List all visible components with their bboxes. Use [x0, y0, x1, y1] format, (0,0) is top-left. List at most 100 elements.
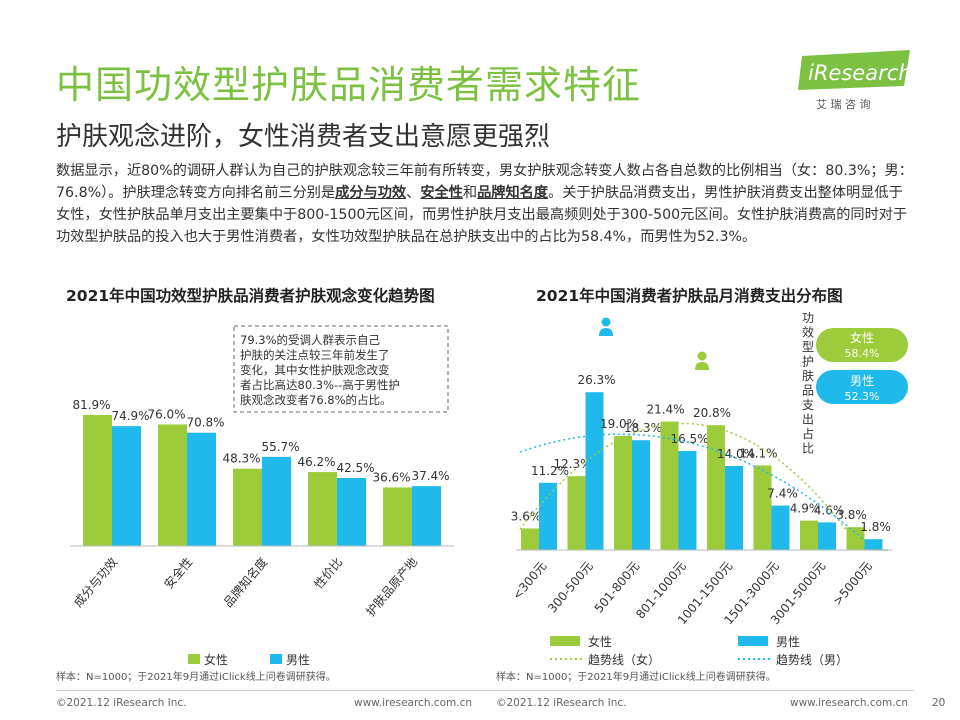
- side-title-char-3: 护: [802, 355, 814, 369]
- trendline-male: [519, 433, 888, 551]
- right-bar-female-3: [660, 421, 679, 550]
- side-title-char-9: 比: [802, 442, 814, 456]
- iresearch-logo: iResearch 艾 瑞 咨 询: [796, 48, 914, 114]
- right-x-tick-7: >5000元: [830, 559, 875, 608]
- right-bar-chart: 3.6% 11.2%12.3% 26.3% 19.0%18.3% 21.4% 16.5% 2…: [496, 311, 908, 683]
- right-bar-male-1: [585, 392, 604, 550]
- body-separator-2: 和: [462, 185, 478, 201]
- logo-sub-text: 艾 瑞 咨 询: [816, 97, 871, 111]
- side-title-char-0: 功: [802, 311, 814, 325]
- left-bar-chart: 79.3%的受调人群表示自己护肤的关注点较三年前发生了变化，其中女性护肤观念改变…: [56, 325, 454, 683]
- right-bar-label-male-0: 11.2%: [531, 464, 569, 478]
- right-bar-label-male-2: 18.3%: [624, 421, 662, 435]
- female-badge-label: 女性: [850, 330, 874, 345]
- right-bar-label-male-4: 14.0%: [717, 447, 755, 461]
- female-person-icon: [695, 351, 709, 370]
- right-sample-note: 样本：N=1000；于2021年9月通过iClick线上问卷调研获得。: [496, 670, 776, 683]
- left-bar-female-3: [308, 472, 337, 546]
- annotation-line-4: 肤观念改变者76.8%的占比。: [240, 393, 392, 407]
- keyword-safety: 安全性: [420, 185, 463, 201]
- right-x-tick-1: 300-500元: [545, 559, 596, 616]
- right-bar-female-0: [521, 528, 539, 550]
- left-bar-male-2: [262, 456, 291, 546]
- side-title-char-5: 品: [802, 384, 814, 398]
- legend-swatch-female: [188, 654, 200, 664]
- left-bar-female-0: [83, 414, 112, 546]
- right-bar-label-male-1: 26.3%: [577, 373, 615, 387]
- left-x-tick-4: 护肤品原产地: [363, 554, 421, 619]
- right-bar-male-4: [725, 466, 743, 550]
- left-chart-title: 2021年中国功效型护肤品消费者护肤观念变化趋势图: [66, 287, 435, 305]
- keyword-brand-awareness: 品牌知名度: [477, 185, 549, 201]
- right-bar-label-male-6: 4.6%: [814, 503, 845, 517]
- right-bar-label-male-7: 1.8%: [860, 520, 891, 534]
- legend-swatch-male: [270, 654, 282, 664]
- right-legend-label-male: 男性: [776, 635, 800, 649]
- right-legend-label-female: 女性: [588, 634, 612, 649]
- legend-label-female: 女性: [204, 652, 228, 667]
- right-bar-male-6: [818, 522, 836, 550]
- annotation-line-0: 79.3%的受调人群表示自己: [240, 333, 380, 347]
- footer-left-copyright: ©2021.12 iResearch Inc.: [56, 697, 187, 709]
- right-bar-male-3: [678, 451, 697, 550]
- left-bar-label-male-2: 55.7%: [261, 440, 299, 454]
- right-bar-label-female-6: 4.9%: [790, 502, 821, 516]
- right-bar-female-5: [753, 465, 772, 550]
- side-title-char-1: 效: [802, 325, 814, 340]
- trendline-female: [519, 422, 888, 551]
- left-bar-label-female-3: 46.2%: [297, 455, 335, 469]
- right-bar-label-female-5: 14.1%: [739, 446, 777, 460]
- left-bar-male-4: [412, 486, 441, 546]
- right-bar-male-0: [539, 482, 557, 550]
- left-bar-male-3: [337, 478, 366, 546]
- right-bar-female-2: [614, 436, 632, 550]
- left-bar-male-0: [112, 426, 141, 546]
- body-text-part-2: 。关于护肤品消费支出，男性护肤消费支出整体明显低于女性，女性护肤品单月支出主要集…: [56, 185, 908, 245]
- female-share-badge: [816, 328, 908, 362]
- footer-right-copyright: ©2021.12 iResearch Inc.: [496, 697, 627, 709]
- left-bar-label-male-0: 74.9%: [111, 409, 149, 423]
- right-legend-trend-male: 趋势线（男）: [776, 653, 848, 667]
- female-badge-value: 58.4%: [845, 347, 880, 360]
- side-title-char-7: 出: [802, 413, 814, 427]
- left-x-tick-1: 安全性: [161, 554, 196, 591]
- male-badge-value: 52.3%: [845, 390, 880, 403]
- right-bar-label-female-3: 21.4%: [646, 403, 684, 417]
- left-bar-female-2: [233, 468, 262, 546]
- left-bar-female-1: [158, 424, 187, 546]
- right-bar-label-female-0: 3.6%: [511, 509, 542, 523]
- right-bar-label-female-4: 20.8%: [693, 406, 731, 420]
- side-title-char-6: 支: [802, 398, 814, 412]
- left-x-tick-0: 成分与功效: [70, 554, 120, 610]
- male-person-icon: [599, 317, 613, 336]
- right-legend-swatch-female: [550, 636, 580, 646]
- right-bar-male-5: [771, 505, 790, 550]
- male-badge-label: 男性: [850, 374, 874, 388]
- right-bar-female-7: [846, 527, 865, 550]
- right-bar-label-female-2: 19.0%: [600, 417, 638, 431]
- right-bar-male-7: [864, 539, 883, 550]
- left-bar-label-female-1: 76.0%: [147, 407, 185, 421]
- left-bar-label-male-3: 42.5%: [336, 461, 374, 475]
- footer-divider: [56, 690, 914, 691]
- left-bar-male-1: [187, 432, 216, 546]
- left-bar-label-male-4: 37.4%: [411, 469, 449, 483]
- right-bar-female-1: [567, 476, 586, 550]
- right-chart-title: 2021年中国消费者护肤品月消费支出分布图: [536, 287, 843, 305]
- left-x-tick-3: 性价比: [311, 555, 345, 592]
- right-bar-label-male-3: 16.5%: [670, 432, 708, 446]
- right-bar-label-male-5: 7.4%: [767, 487, 798, 501]
- right-bar-female-4: [707, 425, 725, 550]
- page-title: 中国功效型护肤品消费者需求特征: [56, 63, 642, 107]
- annotation-line-1: 护肤的关注点较三年前发生了: [240, 348, 390, 362]
- annotation-line-2: 变化，其中女性护肤观念改变: [240, 363, 390, 377]
- legend-label-male: 男性: [286, 653, 310, 667]
- body-text-part-1: 数据显示，近80%的调研人群认为自己的护肤观念较三年前有所转变，男女护肤观念转变…: [56, 163, 913, 201]
- left-sample-note: 样本：N=1000；于2021年9月通过iClick线上问卷调研获得。: [56, 670, 336, 683]
- logo-brand-text: iResearch: [808, 61, 912, 85]
- left-bar-label-male-1: 70.8%: [186, 416, 224, 430]
- male-share-badge: [816, 370, 908, 404]
- logo-graphic: iResearch 艾 瑞 咨 询: [798, 50, 912, 111]
- right-legend-trend-female: 趋势线（女）: [588, 652, 660, 667]
